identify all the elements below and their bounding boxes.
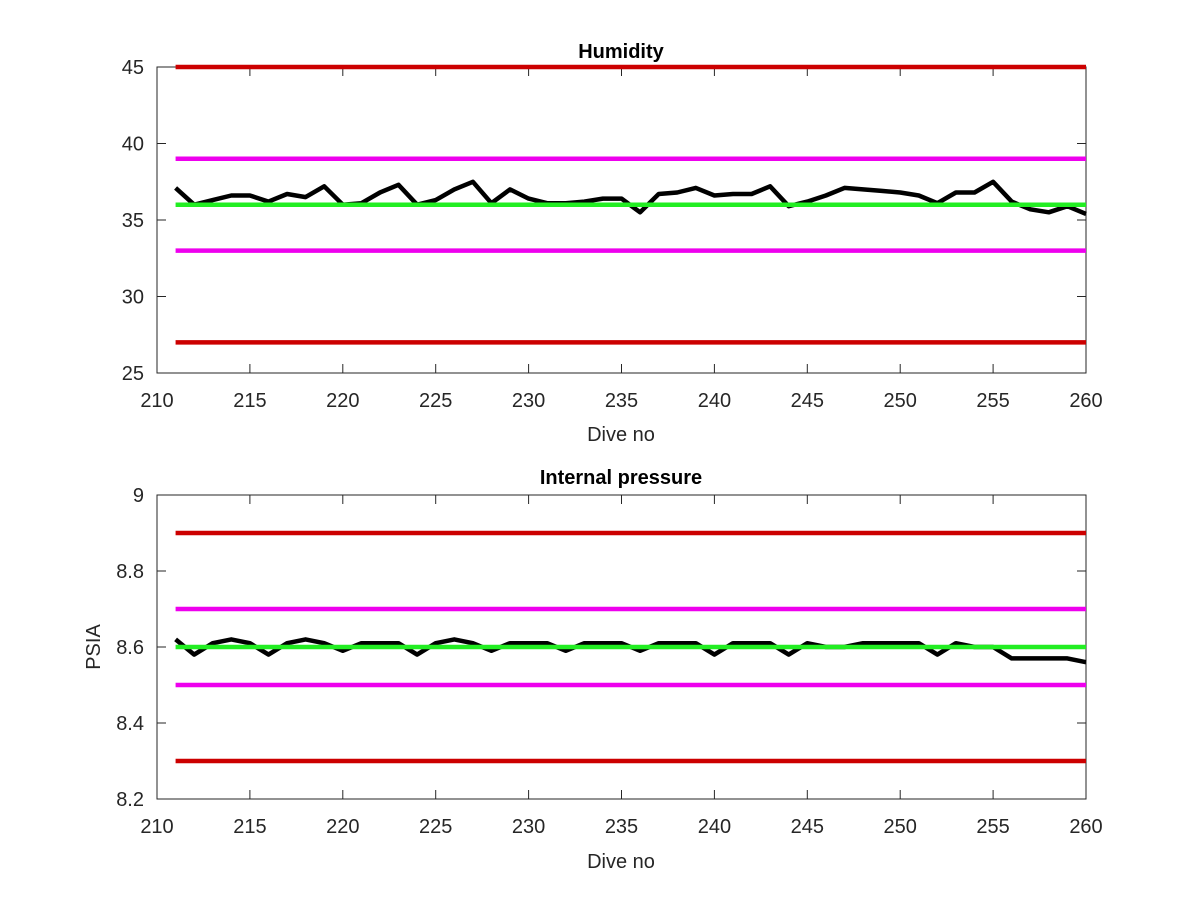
humidity-x-tick-label: 255	[976, 390, 1009, 412]
pressure-y-tick-label: 8.6	[116, 637, 144, 659]
pressure-x-tick-label: 235	[605, 816, 638, 838]
pressure-x-tick-label: 220	[326, 816, 359, 838]
humidity-y-tick-label: 30	[122, 287, 144, 309]
humidity-title: Humidity	[578, 41, 664, 63]
humidity-x-tick-label: 260	[1069, 390, 1102, 412]
humidity-plot-area: 210 215 220 225 230 235 240 245 250 255 260 25 30 35 4…	[122, 57, 1103, 412]
humidity-y-tick-label: 35	[122, 210, 144, 232]
humidity-x-tick-label: 245	[791, 390, 824, 412]
pressure-y-tick-label: 8.4	[116, 713, 144, 735]
humidity-x-axis-label: Dive no	[587, 424, 655, 446]
pressure-x-tick-label: 250	[884, 816, 917, 838]
humidity-y-tick-label: 40	[122, 134, 144, 156]
pressure-plot-area: 210 215 220 225 230 235 240 245 250 255 260 8.2 8.4 8…	[116, 485, 1103, 838]
humidity-x-tick-label: 250	[884, 390, 917, 412]
pressure-subplot: Internal pressure 210 215 220 225 230 235 240 2…	[83, 467, 1103, 873]
pressure-x-tick-label: 210	[140, 816, 173, 838]
humidity-y-tick-label: 45	[122, 57, 144, 79]
humidity-x-tick-label: 235	[605, 390, 638, 412]
pressure-y-tick-label: 8.8	[116, 561, 144, 583]
pressure-x-tick-label: 245	[791, 816, 824, 838]
humidity-x-tick-label: 215	[233, 390, 266, 412]
humidity-subplot: Humidity 210 215 220 225 230 235 240 245 250 255 2…	[122, 41, 1103, 446]
pressure-y-tick-label: 8.2	[116, 789, 144, 811]
pressure-x-tick-label: 255	[976, 816, 1009, 838]
pressure-y-tick-label: 9	[133, 485, 144, 507]
pressure-x-tick-label: 230	[512, 816, 545, 838]
humidity-x-tick-label: 225	[419, 390, 452, 412]
humidity-y-tick-label: 25	[122, 363, 144, 385]
humidity-x-tick-label: 210	[140, 390, 173, 412]
pressure-x-tick-label: 215	[233, 816, 266, 838]
humidity-x-tick-label: 240	[698, 390, 731, 412]
humidity-x-tick-label: 230	[512, 390, 545, 412]
pressure-x-tick-label: 260	[1069, 816, 1102, 838]
pressure-x-tick-label: 225	[419, 816, 452, 838]
pressure-title: Internal pressure	[540, 467, 702, 489]
pressure-x-axis-label: Dive no	[587, 851, 655, 873]
pressure-y-axis-label: PSIA	[83, 624, 105, 670]
humidity-x-tick-label: 220	[326, 390, 359, 412]
pressure-x-tick-label: 240	[698, 816, 731, 838]
